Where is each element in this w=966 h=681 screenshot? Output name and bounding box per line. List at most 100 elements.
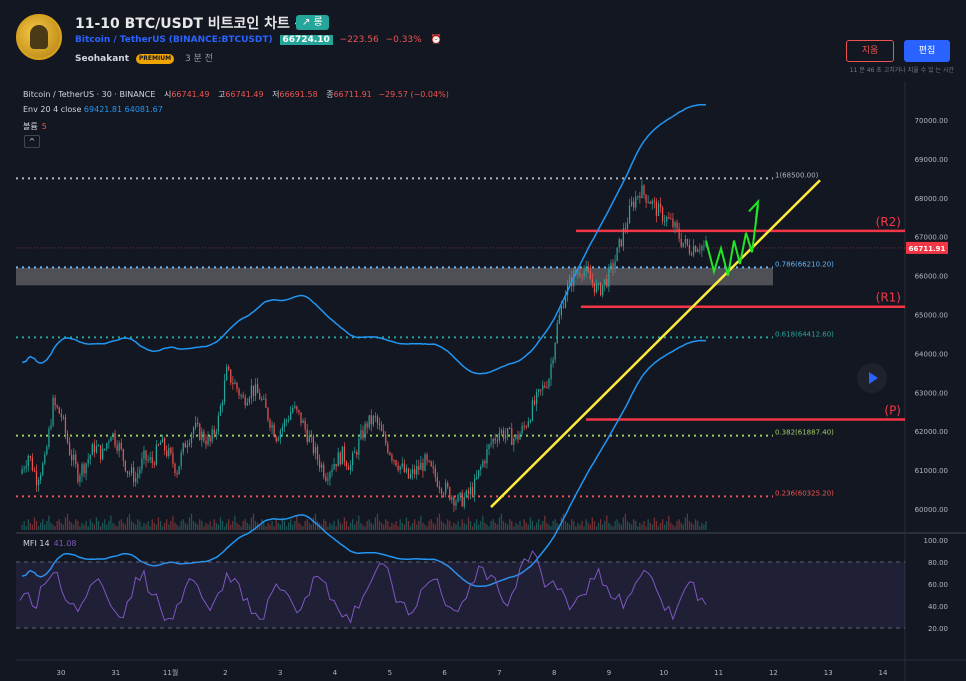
symbol-name-link[interactable]: Bitcoin / TetherUS <box>75 35 166 45</box>
candle-body <box>517 434 519 440</box>
candle-body <box>277 438 279 441</box>
candle-body <box>630 201 633 206</box>
volume-bar <box>133 522 135 530</box>
volume-bar <box>403 524 405 530</box>
candle-body <box>556 323 558 343</box>
volume-bar <box>139 521 141 530</box>
time-axis-tick: 11 <box>714 669 723 677</box>
volume-bar <box>252 513 255 530</box>
volume-bar <box>471 526 474 530</box>
author-avatar[interactable] <box>16 14 62 60</box>
volume-bar <box>207 524 209 530</box>
volume-bar <box>287 522 290 530</box>
volume-bar <box>244 519 246 530</box>
volume-bar <box>356 521 358 530</box>
candle-body <box>473 478 476 496</box>
candle-body <box>207 436 209 445</box>
volume-bar <box>33 517 36 530</box>
candle-body <box>252 385 255 396</box>
collapse-legend-button[interactable]: ^ <box>24 135 40 148</box>
candle-body <box>48 428 50 447</box>
candle-body <box>484 461 486 464</box>
candle-body <box>27 455 29 467</box>
candle-body <box>93 444 96 453</box>
volume-bar <box>699 526 701 530</box>
volume-bar <box>281 517 284 530</box>
volume-bar <box>692 524 695 530</box>
symbol-line: Bitcoin / TetherUS (BINANCE:BTCUSDT) 667… <box>75 35 442 45</box>
volume-bar <box>620 524 622 530</box>
time-ago: 3 분 전 <box>184 54 213 64</box>
candle-body <box>471 487 474 496</box>
long-trend-badge: ↗ 롱 <box>296 15 329 30</box>
candle-body <box>302 420 304 424</box>
volume-bar <box>112 522 114 530</box>
legend-change: −29.57 (−0.04%) <box>378 90 449 99</box>
candle-body <box>422 462 424 471</box>
candle-body <box>488 444 490 450</box>
candle-body <box>459 492 461 496</box>
edit-button[interactable]: 편집 <box>904 40 950 62</box>
volume-bar <box>564 521 567 530</box>
volume-bar <box>569 524 571 530</box>
author-name[interactable]: Seohakant <box>75 54 130 64</box>
fib-level-label: 0.786(66210.20) <box>775 260 834 268</box>
candle-body <box>287 419 290 421</box>
candle-body <box>490 442 492 445</box>
candle-body <box>469 487 472 495</box>
candle-body <box>494 438 496 441</box>
volume-bar <box>395 521 397 530</box>
candle-body <box>81 464 83 476</box>
candle-body <box>279 430 281 439</box>
price-chart-svg[interactable]: 1(68500.00) 0.786(66210.20) 0.618(64412.60… <box>16 82 966 681</box>
last-price-text: 66711.91 <box>909 245 946 253</box>
price-axis-tick: 64000.00 <box>915 350 948 358</box>
volume-bar <box>172 515 174 530</box>
candle-body <box>73 454 75 461</box>
volume-bar <box>535 522 538 530</box>
candle-body <box>244 397 246 406</box>
volume-bar <box>269 524 271 530</box>
candle-body <box>535 392 538 405</box>
delete-button[interactable]: 지움 <box>846 40 894 62</box>
candle-body <box>50 425 52 429</box>
volume-group <box>21 513 707 530</box>
candle-body <box>362 430 364 439</box>
volume-bar <box>478 524 480 530</box>
volume-bar <box>641 524 643 530</box>
candle-body <box>306 429 308 443</box>
candle-body <box>358 438 360 455</box>
candle-body <box>192 427 195 434</box>
candle-body <box>418 465 420 470</box>
volume-bar <box>294 521 296 530</box>
volume-bar <box>44 524 46 530</box>
candle-body <box>502 430 505 439</box>
volume-bar <box>23 521 25 530</box>
candle-body <box>79 475 81 482</box>
volume-bar <box>143 522 145 530</box>
alarm-clock-icon[interactable]: ⏰ <box>430 35 442 45</box>
chart-area[interactable]: 1(68500.00) 0.786(66210.20) 0.618(64412.60… <box>16 82 966 681</box>
candle-body <box>604 279 606 286</box>
candle-body <box>442 493 445 495</box>
volume-bar <box>71 522 73 530</box>
volume-bar <box>374 517 377 530</box>
volume-bar <box>651 524 653 530</box>
candle-body <box>23 468 25 470</box>
price-axis-tick: 67000.00 <box>915 234 948 242</box>
candle-body <box>579 272 581 276</box>
candle-body <box>54 397 56 406</box>
candle-body <box>527 421 529 427</box>
candle-body <box>562 306 565 308</box>
candle-body <box>639 196 641 199</box>
volume-bar <box>261 519 263 530</box>
play-replay-button[interactable] <box>857 363 887 393</box>
volume-bar <box>75 519 77 530</box>
volume-bar <box>434 524 436 530</box>
exchange-symbol-link[interactable]: (BINANCE:BTCUSDT) <box>168 35 273 45</box>
candle-body <box>602 285 604 296</box>
candle-body <box>329 472 331 480</box>
price-axis-tick: 69000.00 <box>915 156 948 164</box>
candle-body <box>409 473 412 479</box>
volume-bar <box>676 521 678 530</box>
